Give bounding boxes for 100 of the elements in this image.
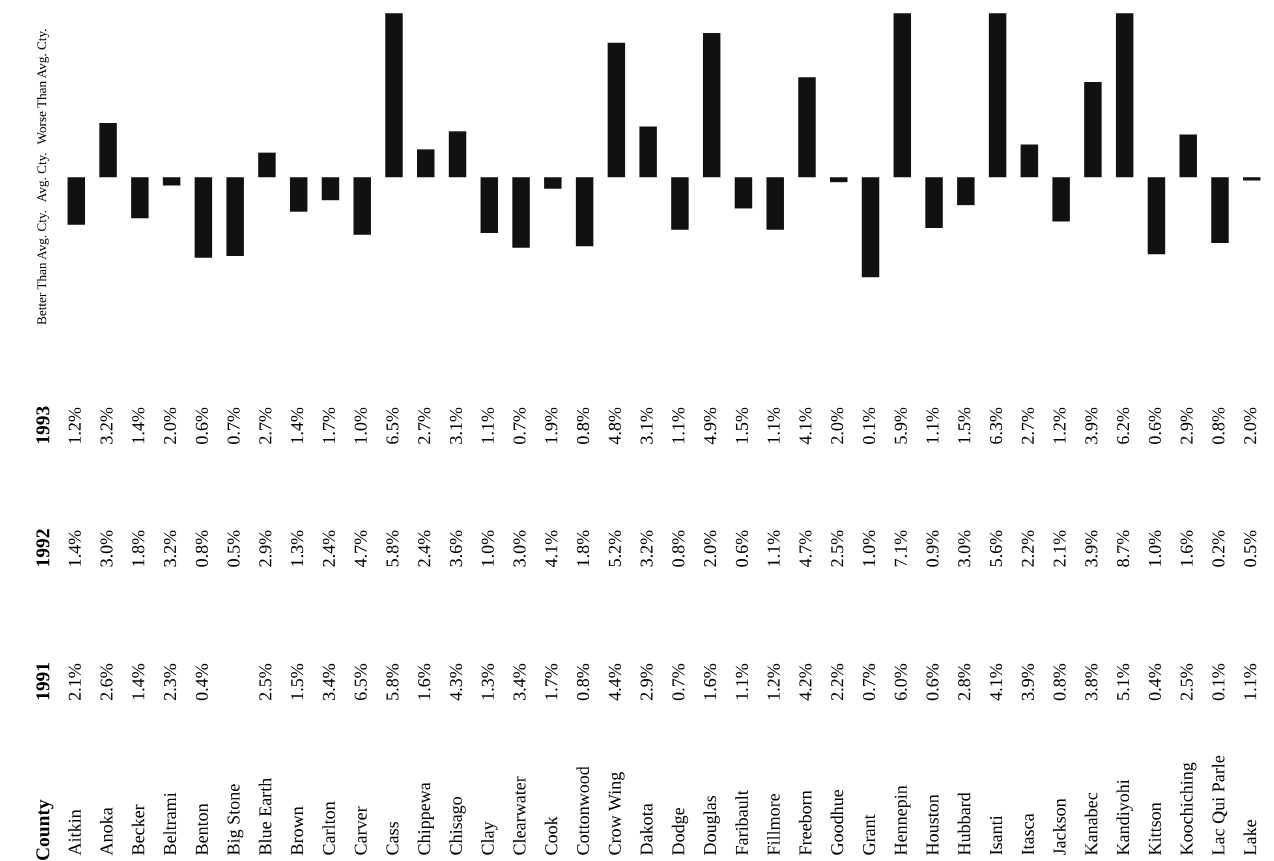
x-tick-label: Faribault [735, 790, 748, 855]
text: 1.1% [1244, 663, 1257, 700]
text: 6.3% [989, 407, 1003, 444]
text: 1.5% [958, 407, 971, 444]
text: 3.2% [163, 530, 177, 567]
text: 0.4% [1148, 663, 1162, 701]
bar [194, 177, 213, 258]
text: 3.9% [1085, 407, 1098, 444]
text: 1.7% [545, 663, 558, 700]
x-tick-label: Houston [926, 794, 939, 855]
text: 3.2% [100, 407, 113, 444]
x-tick-label: Isanti [989, 815, 1003, 855]
bar [67, 177, 86, 225]
text: 1.8% [576, 530, 590, 566]
text: 1992 [36, 529, 50, 566]
bar [321, 177, 340, 201]
text: 0.8% [672, 530, 685, 567]
bar [734, 177, 753, 209]
text: 0.8% [195, 530, 208, 567]
text: 3.8% [1085, 663, 1098, 700]
text: 5.6% [989, 530, 1003, 567]
text: 2.0% [163, 407, 177, 444]
bar [226, 177, 244, 256]
text: 0.2% [1212, 530, 1225, 567]
text: 1.6% [418, 663, 431, 700]
x-tick-label: Koochiching [1180, 762, 1197, 855]
bar [957, 177, 975, 206]
text: 0.7% [672, 663, 685, 701]
x-tick-label: Hubbard [957, 792, 971, 855]
text: 2.3% [163, 663, 177, 701]
text: 4.7% [354, 530, 367, 568]
text: 1.2% [1053, 407, 1066, 444]
text: 2.5% [831, 530, 844, 567]
text: 0.1% [1212, 663, 1225, 701]
text: 5.9% [894, 407, 907, 444]
text: 1.4% [132, 407, 145, 444]
text: 0.8% [1053, 663, 1066, 701]
text: 0.5% [227, 530, 240, 567]
x-tick-label: Clay [481, 821, 498, 855]
x-tick-label: Blue Earth [258, 777, 272, 855]
text: 3.0% [100, 530, 113, 567]
x-tick-label: Cook [544, 816, 558, 855]
bar [575, 177, 594, 247]
text: 4.1% [989, 663, 1003, 701]
text: 1.0% [1148, 530, 1162, 566]
text: 4.4% [608, 663, 621, 701]
bar [798, 77, 816, 178]
bar [544, 177, 562, 189]
text: Avg. Cty. [37, 153, 49, 203]
bar [639, 126, 657, 178]
bar [480, 177, 499, 234]
text: 2.0% [831, 407, 844, 444]
text: 2.2% [1021, 530, 1034, 567]
x-tick-label: Clearwater [512, 776, 526, 855]
text: 4.8% [608, 407, 621, 445]
text: 1.0% [481, 530, 494, 566]
bar [512, 177, 530, 248]
text: 1.5% [735, 407, 749, 444]
bar [99, 123, 117, 178]
text: 0.8% [576, 663, 590, 701]
x-tick-label: Chippewa [417, 782, 434, 855]
text: 1.1% [767, 530, 780, 566]
bar [1084, 82, 1102, 178]
text: 0.5% [1244, 530, 1257, 567]
text: 2.0% [704, 530, 717, 567]
text: 4.7% [799, 530, 812, 568]
bar [353, 177, 371, 235]
bar [131, 177, 149, 219]
text: 1.2% [767, 663, 780, 700]
text: 5.8% [386, 663, 399, 700]
text: 2.5% [259, 663, 272, 701]
text: 1.6% [1180, 530, 1193, 566]
x-tick-label: Hennepin [894, 785, 911, 855]
text: 5.8% [386, 530, 399, 567]
text: 4.9% [704, 407, 717, 445]
text: 1.4% [291, 407, 304, 444]
text: 4.1% [545, 530, 558, 568]
text: 3.9% [1021, 663, 1034, 700]
x-tick-label: Lake [1243, 819, 1257, 855]
x-tick-label: Lac Qui Parle [1211, 755, 1228, 855]
bar [861, 177, 880, 278]
bar [385, 13, 403, 178]
text: 1991 [36, 662, 50, 700]
bar [766, 177, 784, 230]
text: 3.4% [322, 663, 336, 700]
text: 1.8% [132, 530, 145, 566]
bar [1179, 134, 1197, 178]
text: 0.6% [1148, 407, 1162, 444]
text: 2.7% [259, 407, 272, 444]
text: 0.7% [862, 663, 876, 701]
bar [607, 42, 626, 178]
text: 4.1% [799, 407, 812, 445]
x-tick-label: Carver [354, 806, 367, 855]
text: 0.1% [862, 407, 876, 444]
bar [1147, 177, 1166, 255]
text: 6.5% [354, 663, 367, 701]
bar [258, 152, 276, 178]
bar [671, 177, 689, 230]
text: 2.6% [100, 663, 113, 701]
text: 8.7% [1117, 530, 1130, 567]
